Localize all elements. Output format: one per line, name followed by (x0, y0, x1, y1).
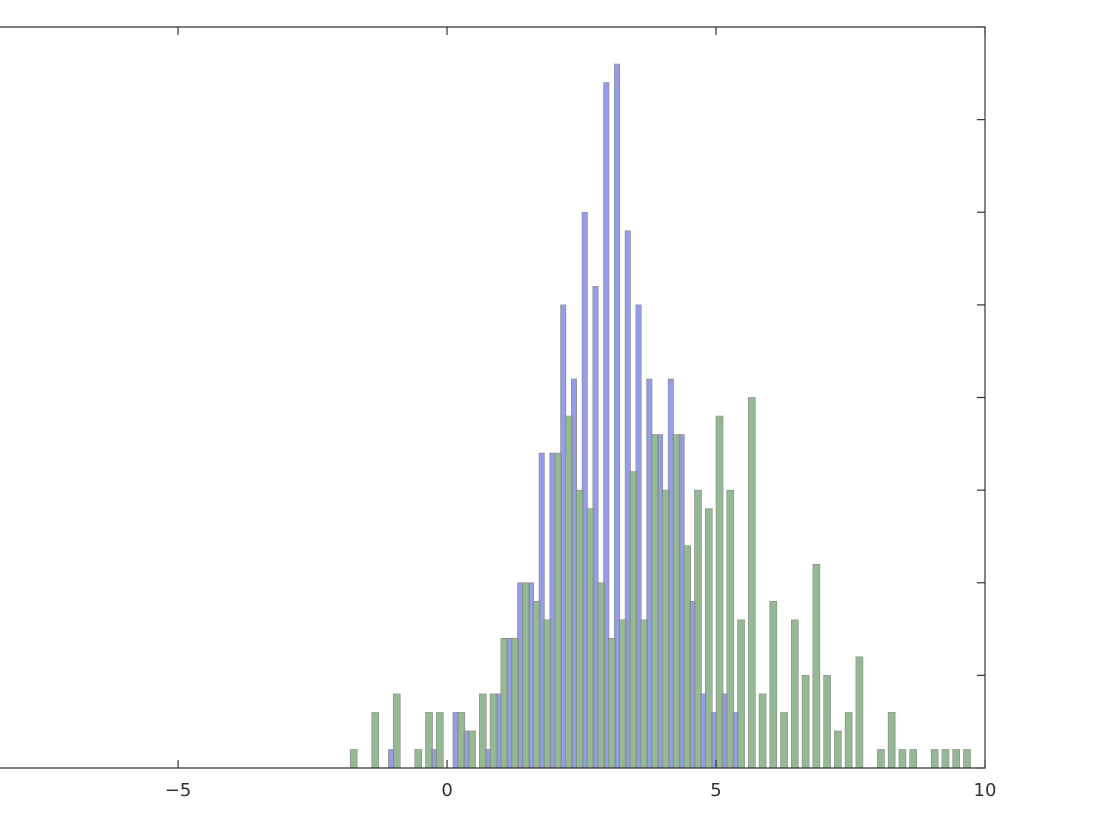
bar (726, 489, 735, 769)
bar (479, 693, 487, 769)
bar (511, 638, 519, 769)
bar (877, 749, 885, 769)
bar (392, 693, 401, 769)
bar (629, 471, 638, 769)
bar (801, 675, 810, 769)
bar (941, 749, 950, 769)
bar (661, 489, 670, 769)
bar (640, 619, 649, 769)
bar (522, 582, 530, 769)
bar (963, 749, 971, 769)
bar (618, 619, 627, 769)
bar (414, 749, 423, 769)
bar (565, 415, 573, 769)
x-tick-label: 10 (974, 780, 997, 801)
bar (457, 712, 466, 769)
bar (683, 545, 692, 769)
bar (349, 749, 358, 769)
x-tick-label: −5 (165, 780, 192, 801)
bar (823, 675, 831, 769)
bar (834, 730, 842, 769)
bar (694, 489, 702, 769)
bar (586, 508, 595, 769)
bar (791, 619, 799, 769)
x-tick-label: 5 (710, 780, 721, 801)
bar (597, 582, 605, 769)
bar (425, 712, 433, 769)
bar (898, 749, 907, 769)
bar (855, 656, 864, 769)
bar (952, 749, 961, 769)
bar (651, 434, 659, 769)
bar (769, 600, 778, 769)
bar (812, 563, 821, 769)
bar (489, 693, 498, 769)
bar (780, 712, 788, 769)
bar (887, 712, 896, 769)
bar (704, 508, 713, 769)
bar (543, 619, 552, 769)
bar (737, 619, 745, 769)
bar (758, 693, 767, 769)
x-tick-label: 0 (441, 780, 452, 801)
bar (747, 397, 756, 769)
bar (468, 730, 476, 769)
bar (554, 452, 562, 769)
bar (435, 712, 444, 769)
bar (575, 489, 584, 769)
bar (672, 434, 681, 769)
bar (930, 749, 939, 769)
bar (500, 638, 509, 769)
bar (909, 749, 917, 769)
bar (715, 415, 724, 769)
bar (844, 712, 853, 769)
bar (371, 712, 380, 769)
bar (532, 600, 541, 769)
bar (608, 638, 616, 769)
axes-frame (0, 26, 986, 769)
